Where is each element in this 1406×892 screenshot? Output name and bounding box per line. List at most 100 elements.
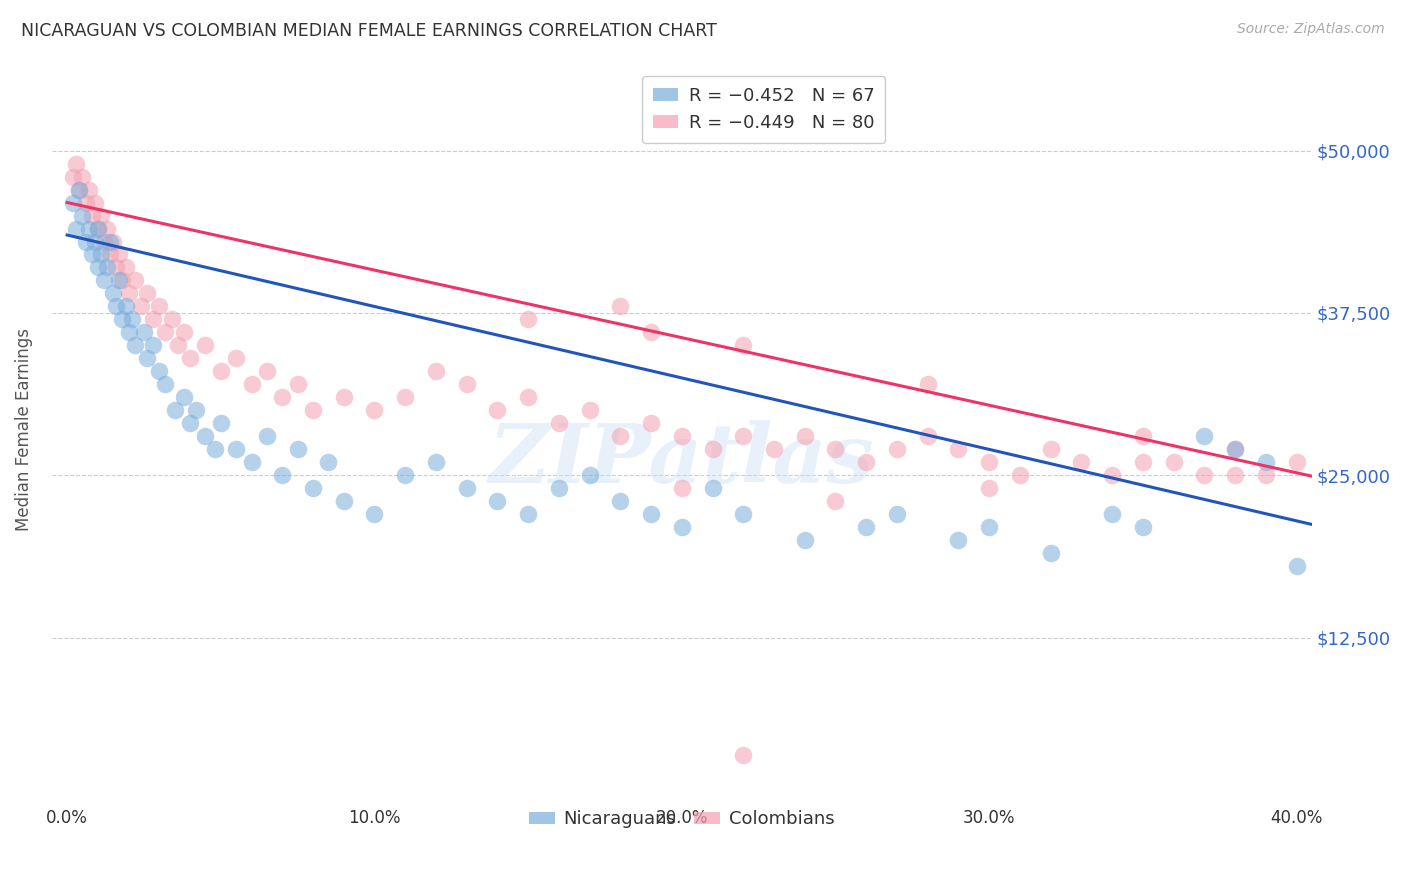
Point: [117, 326, 139, 340]
Point: [793, 429, 815, 443]
Point: [173, 326, 195, 340]
Point: [155, 377, 177, 392]
Point: [121, 312, 143, 326]
Point: [83, 195, 105, 210]
Point: [1070, 455, 1092, 469]
Point: [67, 182, 90, 196]
Point: [62, 169, 84, 184]
Point: [979, 455, 1001, 469]
Point: [1285, 559, 1308, 574]
Point: [702, 482, 724, 496]
Point: [1132, 455, 1154, 469]
Point: [136, 351, 159, 366]
Point: [793, 533, 815, 548]
Point: [166, 338, 188, 352]
Point: [917, 377, 939, 392]
Point: [209, 364, 232, 378]
Point: [609, 300, 631, 314]
Point: [702, 442, 724, 457]
Y-axis label: Median Female Earnings: Median Female Earnings: [15, 328, 32, 532]
Point: [240, 455, 263, 469]
Point: [1254, 455, 1277, 469]
Point: [640, 326, 662, 340]
Point: [287, 377, 309, 392]
Point: [855, 520, 877, 534]
Point: [114, 300, 136, 314]
Point: [186, 403, 208, 417]
Point: [111, 273, 134, 287]
Point: [173, 391, 195, 405]
Point: [363, 508, 385, 522]
Point: [142, 338, 165, 352]
Point: [517, 508, 540, 522]
Point: [103, 286, 125, 301]
Point: [671, 482, 693, 496]
Point: [517, 312, 540, 326]
Point: [179, 351, 201, 366]
Point: [1101, 468, 1123, 483]
Point: [136, 286, 159, 301]
Text: ZIPatlas: ZIPatlas: [489, 419, 875, 500]
Point: [733, 747, 755, 762]
Point: [108, 273, 131, 287]
Point: [194, 338, 217, 352]
Point: [240, 377, 263, 392]
Point: [948, 442, 970, 457]
Point: [671, 429, 693, 443]
Point: [1194, 468, 1216, 483]
Point: [948, 533, 970, 548]
Point: [75, 235, 97, 249]
Point: [486, 403, 509, 417]
Point: [302, 403, 325, 417]
Point: [271, 468, 294, 483]
Point: [486, 494, 509, 508]
Point: [1223, 468, 1246, 483]
Point: [733, 429, 755, 443]
Point: [77, 182, 100, 196]
Point: [1254, 468, 1277, 483]
Point: [75, 195, 97, 210]
Point: [114, 260, 136, 275]
Point: [160, 312, 183, 326]
Point: [209, 417, 232, 431]
Point: [225, 442, 247, 457]
Point: [332, 494, 354, 508]
Point: [163, 403, 186, 417]
Point: [1223, 442, 1246, 457]
Point: [93, 273, 115, 287]
Point: [886, 442, 908, 457]
Point: [733, 508, 755, 522]
Point: [103, 235, 125, 249]
Point: [671, 520, 693, 534]
Point: [1132, 520, 1154, 534]
Point: [640, 417, 662, 431]
Point: [129, 300, 152, 314]
Point: [256, 364, 278, 378]
Text: NICARAGUAN VS COLOMBIAN MEDIAN FEMALE EARNINGS CORRELATION CHART: NICARAGUAN VS COLOMBIAN MEDIAN FEMALE EA…: [21, 22, 717, 40]
Point: [733, 338, 755, 352]
Point: [886, 508, 908, 522]
Point: [824, 442, 846, 457]
Point: [98, 235, 121, 249]
Point: [1285, 455, 1308, 469]
Point: [96, 260, 118, 275]
Point: [287, 442, 309, 457]
Point: [763, 442, 786, 457]
Point: [1223, 442, 1246, 457]
Point: [72, 209, 94, 223]
Point: [67, 182, 90, 196]
Point: [87, 260, 110, 275]
Point: [111, 312, 134, 326]
Point: [87, 221, 110, 235]
Point: [547, 482, 569, 496]
Point: [578, 403, 600, 417]
Point: [83, 235, 105, 249]
Point: [271, 391, 294, 405]
Point: [117, 286, 139, 301]
Point: [105, 260, 128, 275]
Point: [318, 455, 340, 469]
Point: [204, 442, 226, 457]
Point: [824, 494, 846, 508]
Point: [90, 247, 112, 261]
Point: [194, 429, 217, 443]
